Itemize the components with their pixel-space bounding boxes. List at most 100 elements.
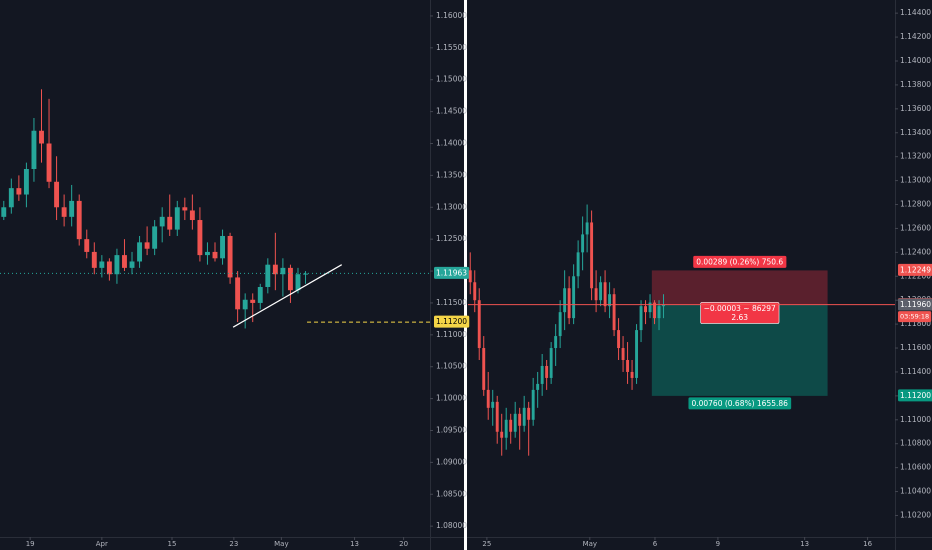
candle-body: [657, 306, 661, 319]
candle-body: [495, 401, 499, 432]
candle-body: [630, 371, 634, 378]
candle-body: [477, 300, 481, 349]
candle-body: [129, 261, 135, 268]
candle-body: [280, 267, 286, 275]
candle-body: [212, 251, 218, 259]
candle-body: [536, 383, 540, 390]
candle-body: [635, 330, 639, 378]
candle-body: [197, 220, 203, 256]
candle-body: [152, 226, 158, 249]
y-tick-label: 1.08000: [436, 521, 467, 530]
stop-label-box: [693, 255, 787, 268]
y-tick-label: 1.10000: [436, 394, 467, 403]
y-tick-label: 1.14000: [900, 56, 931, 65]
y-tick-label: 1.14000: [436, 138, 467, 147]
candle-body: [174, 207, 180, 230]
y-tick-label: 1.09500: [436, 425, 467, 434]
candle-body: [242, 299, 248, 310]
y-tick-label: 1.12400: [900, 247, 931, 256]
price-label: 1.11963: [436, 268, 467, 277]
entry-label: −0.00003 ~ 86297: [704, 304, 776, 313]
candle-body: [662, 304, 665, 307]
candle-body: [265, 264, 271, 287]
x-tick-label: 23: [229, 540, 238, 548]
candle-body: [182, 207, 188, 211]
price-label-box: [898, 389, 932, 402]
y-tick-label: 1.10600: [900, 463, 931, 472]
x-tick-label: Apr: [96, 540, 108, 548]
candle-body: [106, 261, 112, 275]
candle-body: [61, 207, 67, 217]
countdown-label: 03:59:18: [900, 313, 929, 321]
candle-body: [137, 242, 143, 262]
y-tick-label: 1.12500: [436, 234, 467, 243]
price-label: 1.11200: [900, 391, 931, 400]
candle-body: [531, 389, 535, 420]
x-tick-label: 16: [863, 540, 872, 548]
y-tick-label: 1.13500: [436, 170, 467, 179]
candle-body: [227, 235, 233, 278]
candle-body: [46, 143, 52, 182]
candle-body: [608, 294, 612, 307]
y-tick-label: 1.13400: [900, 128, 931, 137]
y-tick-label: 1.10800: [900, 439, 931, 448]
y-tick-label: 1.12800: [900, 200, 931, 209]
candle-body: [235, 277, 241, 310]
x-tick-label: 6: [653, 540, 658, 548]
y-tick-label: 1.10400: [900, 487, 931, 496]
candle-body: [576, 252, 580, 277]
y-tick-label: 1.09000: [436, 457, 467, 466]
y-tick-label: 1.15500: [436, 43, 467, 52]
candle-body: [159, 216, 165, 227]
candle-body: [599, 282, 603, 301]
candle-body: [69, 200, 75, 217]
candle-body: [468, 270, 472, 283]
x-tick-label: 13: [350, 540, 359, 548]
candle-body: [295, 274, 301, 291]
price-label-box: [434, 315, 470, 328]
candle-body: [189, 210, 195, 221]
candle-body: [563, 288, 567, 313]
price-label-box: [898, 298, 932, 311]
candle-body: [482, 348, 486, 390]
candle-body: [473, 282, 477, 301]
candle-body: [272, 264, 278, 275]
price-label-box: [434, 266, 470, 279]
candle-body: [639, 306, 643, 331]
candle-body: [590, 222, 594, 289]
y-tick-label: 1.14500: [436, 107, 467, 116]
trendline: [232, 264, 343, 328]
candle-body: [545, 365, 549, 378]
y-tick-label: 1.11600: [900, 343, 931, 352]
candle-body: [257, 286, 263, 303]
candle-body: [1, 207, 7, 217]
candle-body: [91, 251, 97, 268]
candle-body: [522, 407, 526, 426]
candle-body: [527, 407, 531, 420]
y-tick-label: 1.16000: [436, 11, 467, 20]
candle-body: [567, 288, 571, 319]
candle-body: [518, 413, 522, 426]
candle-body: [303, 273, 308, 275]
x-tick-label: May: [583, 540, 597, 548]
candle-body: [585, 222, 589, 235]
price-label: 1.11960: [900, 300, 931, 309]
candle-body: [220, 235, 225, 259]
y-tick-label: 1.11000: [900, 415, 931, 424]
candle-body: [612, 294, 616, 331]
candle-body: [558, 312, 562, 337]
candle-body: [648, 302, 652, 313]
y-tick-label: 1.13600: [900, 104, 931, 113]
y-tick-label: 1.12600: [900, 223, 931, 232]
candle-body: [144, 242, 150, 249]
candle-body: [572, 276, 576, 319]
y-tick-label: 1.13000: [900, 176, 931, 185]
candle-body: [581, 234, 585, 253]
countdown-label-box: [898, 311, 932, 323]
stop-zone: [651, 270, 828, 305]
y-tick-label: 1.14200: [900, 32, 931, 41]
x-tick-label: 15: [168, 540, 177, 548]
price-label-box: [898, 263, 932, 276]
candle-body: [205, 251, 210, 256]
stop-label: 0.00289 (0.26%) 750.6: [696, 257, 783, 266]
